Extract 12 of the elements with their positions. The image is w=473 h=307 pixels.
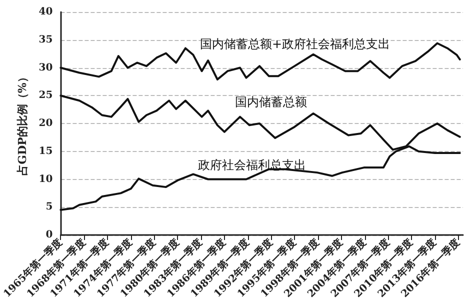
y-tick-label: 30: [38, 62, 53, 74]
y-tick-label: 10: [38, 174, 53, 185]
y-tick-label: 15: [38, 146, 53, 157]
series-label: 国内储蓄总额: [235, 95, 307, 109]
y-tick-label: 35: [38, 34, 53, 46]
y-tick-label: 25: [38, 90, 53, 102]
y-tick-label: 40: [38, 6, 53, 18]
y-tick-label: 20: [38, 118, 53, 129]
y-tick-label: 0: [46, 230, 53, 240]
y-tick-label: 5: [46, 202, 53, 213]
y-axis-title: 占GDP的比例（%）: [16, 72, 29, 176]
series-label: 国内储蓄总额+政府社会福利总支出: [200, 37, 390, 51]
